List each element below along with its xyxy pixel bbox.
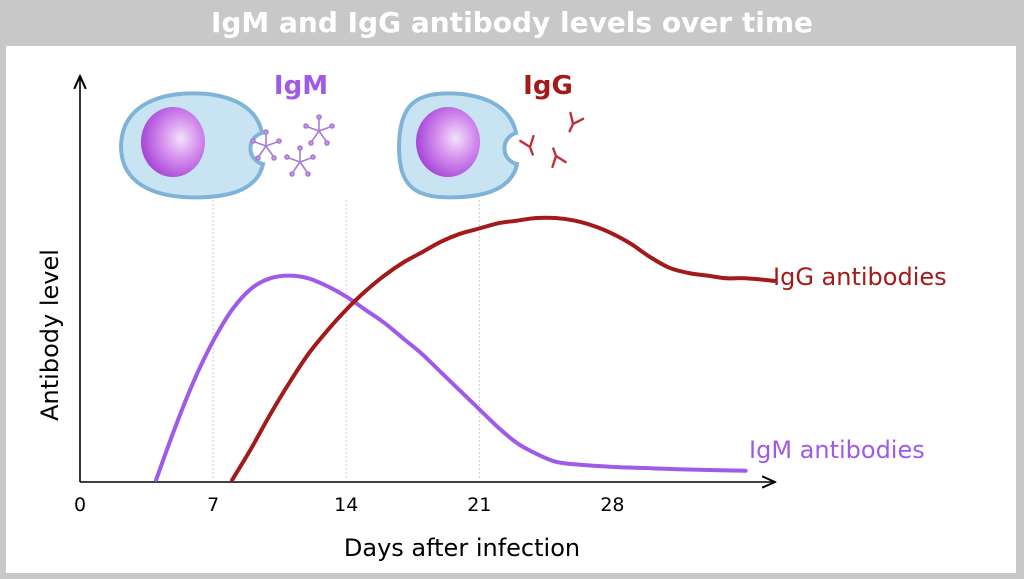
x-tick-labels: 0 7 14 21 28 — [74, 494, 625, 516]
series-label-igg: IgG antibodies — [773, 263, 947, 291]
nucleus-icon — [141, 107, 205, 177]
series-line-igg — [230, 215, 777, 482]
nucleus-icon — [416, 107, 480, 177]
igg-b-cell-illustration: IgG — [396, 71, 585, 200]
x-tick-label: 7 — [207, 494, 219, 516]
chart-title: IgM and IgG antibody levels over time — [210, 6, 814, 39]
x-tick-label: 28 — [600, 494, 624, 516]
x-tick-label: 14 — [334, 494, 358, 516]
igg-antibody-icon — [519, 111, 585, 169]
igg-annotation: IgG — [523, 71, 573, 101]
igm-b-cell-illustration: IgM — [118, 71, 335, 200]
series-line-igm — [154, 273, 748, 482]
igm-annotation: IgM — [274, 71, 328, 101]
series-label-igm: IgM antibodies — [749, 436, 925, 464]
y-axis-label: Antibody level — [36, 249, 64, 421]
igm-pentamer-icon — [250, 114, 335, 177]
x-axis-label: Days after infection — [344, 534, 580, 562]
x-tick-label: 21 — [467, 494, 491, 516]
series-lines — [154, 215, 777, 482]
x-tick-label: 0 — [74, 494, 86, 516]
